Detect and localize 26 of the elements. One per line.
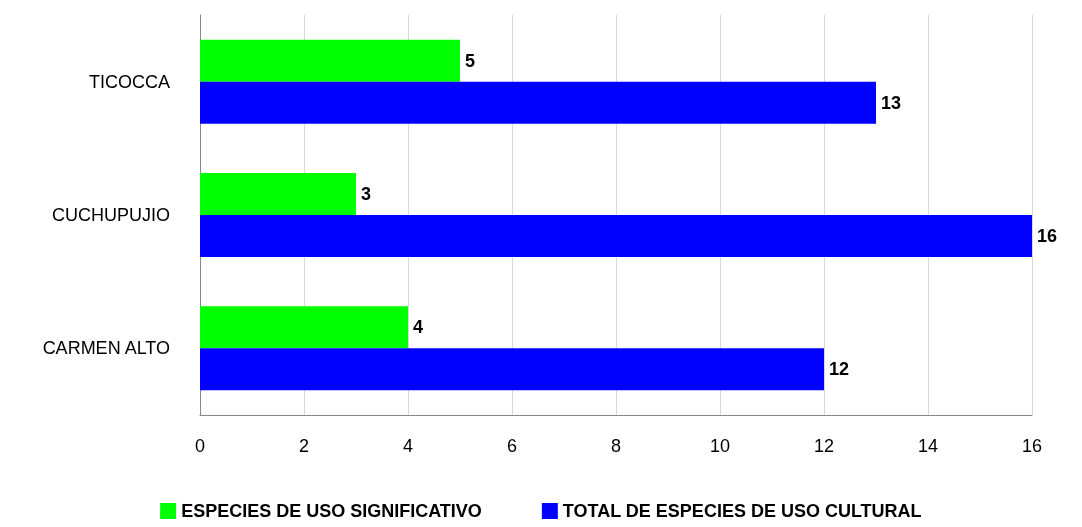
legend-label: ESPECIES DE USO SIGNIFICATIVO [181, 501, 482, 521]
x-tick-label: 6 [506, 436, 518, 456]
bar [200, 348, 824, 391]
y-tick-label: CUCHUPUJIO [51, 205, 170, 225]
y-tick-label: CARMEN ALTO [42, 338, 170, 359]
x-tick-label: 12 [813, 436, 835, 456]
data-label: 16 [1037, 226, 1058, 246]
x-tick-label: 8 [610, 436, 622, 456]
data-label: 3 [361, 184, 372, 204]
legend-label: TOTAL DE ESPECIES DE USO CULTURAL [562, 501, 922, 521]
bar [200, 81, 876, 124]
x-tick-label: 10 [709, 436, 731, 456]
x-tick-label: 0 [194, 436, 206, 456]
bar [200, 173, 356, 215]
x-tick-label: 4 [402, 436, 414, 456]
x-tick-label: 16 [1021, 436, 1043, 456]
x-tick-label: 2 [298, 436, 310, 456]
data-label: 13 [881, 92, 902, 113]
bar [200, 215, 1032, 257]
y-tick-label: TICOCCA [89, 71, 170, 92]
bar [200, 39, 460, 82]
data-label: 12 [829, 359, 850, 380]
bar [200, 306, 408, 349]
x-tick-label: 14 [917, 436, 939, 456]
data-label: 5 [465, 50, 476, 71]
data-label: 4 [413, 317, 424, 338]
